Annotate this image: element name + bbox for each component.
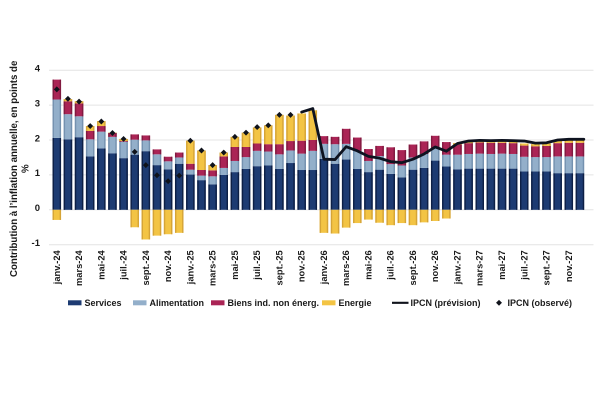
- svg-text:1: 1: [35, 168, 41, 179]
- svg-text:Services: Services: [85, 298, 122, 308]
- svg-text:IPCN (prévision): IPCN (prévision): [411, 298, 481, 308]
- svg-text:janv.-27: janv.-27: [453, 250, 463, 285]
- svg-text:Alimentation: Alimentation: [150, 298, 205, 308]
- svg-text:mai-27: mai-27: [497, 250, 507, 279]
- svg-text:juil.-26: juil.-26: [386, 250, 396, 280]
- svg-text:nov.-24: nov.-24: [163, 249, 173, 282]
- svg-text:mars-25: mars-25: [208, 250, 218, 286]
- svg-text:nov.-25: nov.-25: [297, 250, 307, 282]
- svg-text:sept.-26: sept.-26: [408, 250, 418, 285]
- svg-text:mars-27: mars-27: [475, 250, 485, 286]
- svg-text:-1: -1: [32, 238, 41, 249]
- svg-text:IPCN (observé): IPCN (observé): [508, 298, 573, 308]
- svg-text:janv.-26: janv.-26: [319, 250, 329, 285]
- svg-text:3: 3: [35, 98, 40, 109]
- svg-text:janv.-24: janv.-24: [52, 249, 62, 285]
- svg-text:mars-26: mars-26: [341, 250, 351, 286]
- svg-text:mai-25: mai-25: [230, 250, 240, 279]
- svg-text:mars-24: mars-24: [74, 249, 84, 285]
- svg-text:juil.-27: juil.-27: [519, 250, 529, 280]
- svg-text:sept.-27: sept.-27: [542, 250, 552, 285]
- svg-text:sept.-24: sept.-24: [141, 249, 151, 285]
- svg-text:0: 0: [35, 203, 40, 214]
- svg-text:sept.-25: sept.-25: [274, 250, 284, 285]
- svg-text:juil.-25: juil.-25: [252, 250, 262, 280]
- svg-text:nov.-27: nov.-27: [564, 250, 574, 282]
- svg-text:Biens ind. non énerg.: Biens ind. non énerg.: [228, 298, 320, 308]
- svg-text:mai-26: mai-26: [363, 250, 373, 279]
- svg-text:%: %: [21, 164, 32, 173]
- svg-text:nov.-26: nov.-26: [430, 250, 440, 282]
- svg-text:janv.-25: janv.-25: [185, 250, 195, 285]
- svg-text:mai-24: mai-24: [96, 249, 106, 279]
- svg-text:Energie: Energie: [339, 298, 372, 308]
- svg-text:juil.-24: juil.-24: [119, 249, 129, 280]
- svg-text:2: 2: [35, 133, 40, 144]
- svg-text:4: 4: [35, 64, 41, 75]
- svg-text:Contribution à l’inflation ann: Contribution à l’inflation annuelle, en …: [9, 60, 20, 277]
